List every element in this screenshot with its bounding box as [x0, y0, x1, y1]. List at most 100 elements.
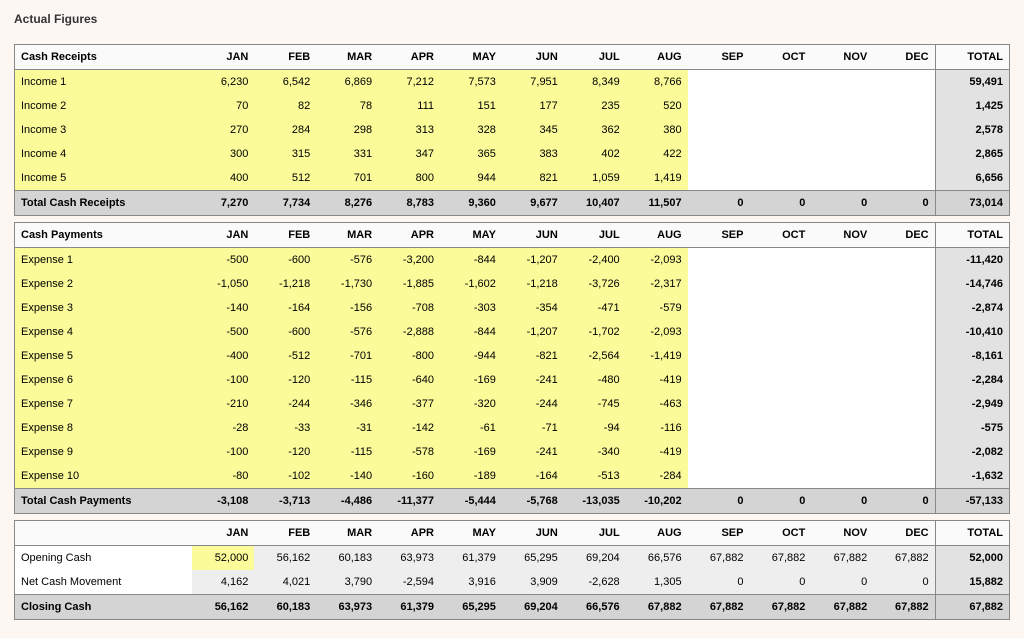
cell: -1,419 [626, 344, 688, 368]
closing-cell: 66,576 [564, 595, 626, 620]
cell: -2,317 [626, 272, 688, 296]
totals-cell: 9,360 [440, 191, 502, 216]
cell: -512 [254, 344, 316, 368]
totals-cell: 9,677 [502, 191, 564, 216]
cell [811, 70, 873, 95]
summary-cell: 63,973 [378, 546, 440, 571]
cell [749, 248, 811, 273]
cell [811, 118, 873, 142]
cell [811, 296, 873, 320]
cell: -94 [564, 416, 626, 440]
cell [811, 392, 873, 416]
cell [873, 142, 935, 166]
cell [688, 344, 750, 368]
cell: -346 [316, 392, 378, 416]
row-label: Income 3 [15, 118, 193, 142]
row-total: -11,420 [935, 248, 1009, 273]
summary-row: Net Cash Movement4,1624,0213,790-2,5943,… [15, 570, 1010, 595]
cell: -419 [626, 440, 688, 464]
month-header: OCT [749, 223, 811, 248]
cell: -244 [254, 392, 316, 416]
table-row: Income 43003153313473653834024222,865 [15, 142, 1010, 166]
totals-cell: 8,276 [316, 191, 378, 216]
row-label: Expense 3 [15, 296, 193, 320]
cell: -2,093 [626, 248, 688, 273]
month-header: AUG [626, 521, 688, 546]
cell: 298 [316, 118, 378, 142]
cell: -600 [254, 320, 316, 344]
cell: -944 [440, 344, 502, 368]
cell [688, 272, 750, 296]
cell [688, 118, 750, 142]
closing-cell: 65,295 [440, 595, 502, 620]
totals-cell: 7,270 [192, 191, 254, 216]
cell [688, 296, 750, 320]
cell [873, 416, 935, 440]
cell: 331 [316, 142, 378, 166]
cell: -303 [440, 296, 502, 320]
cell: -320 [440, 392, 502, 416]
cell [811, 344, 873, 368]
summary-cell: 67,882 [688, 546, 750, 571]
month-header: AUG [626, 45, 688, 70]
cell [811, 94, 873, 118]
month-header: JUL [564, 521, 626, 546]
closing-cell: 67,882 [688, 595, 750, 620]
cell: -1,050 [192, 272, 254, 296]
cell: -3,726 [564, 272, 626, 296]
summary-label: Net Cash Movement [15, 570, 193, 595]
cell: 82 [254, 94, 316, 118]
cell [811, 464, 873, 489]
row-total: -8,161 [935, 344, 1009, 368]
table-row: Expense 6-100-120-115-640-169-241-480-41… [15, 368, 1010, 392]
table-row: Expense 8-28-33-31-142-61-71-94-116-575 [15, 416, 1010, 440]
cell: -164 [502, 464, 564, 489]
row-label: Expense 1 [15, 248, 193, 273]
cell [873, 70, 935, 95]
cell: 821 [502, 166, 564, 191]
closing-cell: 56,162 [192, 595, 254, 620]
summary-cell: -2,594 [378, 570, 440, 595]
cell: -500 [192, 248, 254, 273]
tables-container: Cash ReceiptsJANFEBMARAPRMAYJUNJULAUGSEP… [14, 44, 1010, 620]
cell: 313 [378, 118, 440, 142]
cell: 1,419 [626, 166, 688, 191]
cell: -31 [316, 416, 378, 440]
cell [749, 392, 811, 416]
table-row: Expense 4-500-600-576-2,888-844-1,207-1,… [15, 320, 1010, 344]
summary-table: JANFEBMARAPRMAYJUNJULAUGSEPOCTNOVDECTOTA… [14, 520, 1010, 620]
row-label: Expense 5 [15, 344, 193, 368]
cell [749, 464, 811, 489]
closing-cell: 63,973 [316, 595, 378, 620]
month-header: JUN [502, 45, 564, 70]
month-header: JUL [564, 45, 626, 70]
cell [688, 320, 750, 344]
month-header: MAR [316, 521, 378, 546]
cell [873, 464, 935, 489]
cell [811, 142, 873, 166]
row-label: Expense 2 [15, 272, 193, 296]
cell: -71 [502, 416, 564, 440]
cell: -1,218 [254, 272, 316, 296]
cell: -116 [626, 416, 688, 440]
section-header-label: Cash Payments [15, 223, 193, 248]
cell: -102 [254, 464, 316, 489]
cell: 284 [254, 118, 316, 142]
cell: -142 [378, 416, 440, 440]
month-header: NOV [811, 521, 873, 546]
cell [873, 94, 935, 118]
section-header-label [15, 521, 193, 546]
table-row: Expense 3-140-164-156-708-303-354-471-57… [15, 296, 1010, 320]
summary-cell: 3,790 [316, 570, 378, 595]
cell: -844 [440, 248, 502, 273]
cell [811, 320, 873, 344]
cell: 383 [502, 142, 564, 166]
cell: 78 [316, 94, 378, 118]
cell: -1,602 [440, 272, 502, 296]
total-header: TOTAL [935, 521, 1009, 546]
cell: 400 [192, 166, 254, 191]
cell: -701 [316, 344, 378, 368]
table-row: Expense 2-1,050-1,218-1,730-1,885-1,602-… [15, 272, 1010, 296]
summary-cell: -2,628 [564, 570, 626, 595]
closing-cell: 67,882 [873, 595, 935, 620]
